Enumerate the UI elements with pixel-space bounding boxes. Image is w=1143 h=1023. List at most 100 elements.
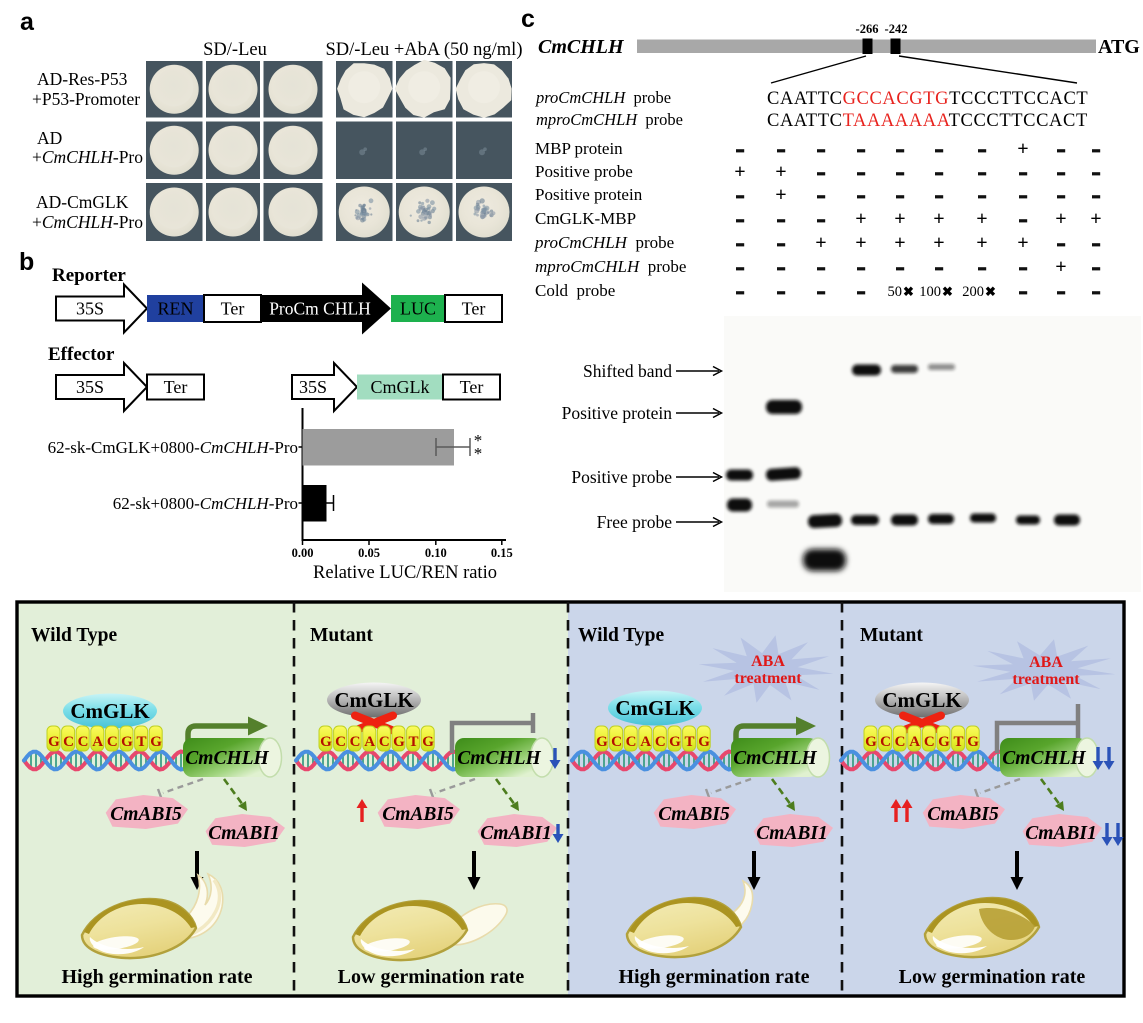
svg-text:+: + (1055, 208, 1066, 230)
svg-text:G: G (393, 734, 405, 750)
svg-text:proCmCHLH probe: proCmCHLH probe (535, 88, 671, 107)
svg-text:C: C (611, 734, 622, 750)
svg-text:CAATTCGCCACGTGTCCCTTCCACT: CAATTCGCCACGTGTCCCTTCCACT (767, 89, 1088, 109)
svg-text:T: T (684, 734, 694, 750)
svg-text:200: 200 (962, 284, 984, 300)
svg-text:Ter: Ter (460, 377, 484, 397)
svg-text:ABA: ABA (751, 653, 785, 670)
svg-text:*: * (474, 444, 483, 463)
svg-text:G: G (865, 734, 877, 750)
svg-text:C: C (626, 734, 637, 750)
svg-text:CmCHLH: CmCHLH (457, 748, 541, 769)
svg-text:G: G (938, 734, 950, 750)
svg-text:CmABI5: CmABI5 (382, 804, 454, 825)
svg-text:+: + (734, 161, 745, 183)
svg-text:CmABI5: CmABI5 (658, 804, 730, 825)
svg-text:G: G (967, 734, 979, 750)
svg-text:CmGLK-MBP: CmGLK-MBP (535, 209, 636, 228)
svg-text:+: + (976, 208, 987, 230)
svg-text:MBP protein: MBP protein (535, 139, 623, 158)
svg-text:mproCmCHLH probe: mproCmCHLH probe (535, 257, 686, 276)
svg-text:CmGLk: CmGLk (370, 377, 429, 397)
svg-text:G: G (596, 734, 608, 750)
svg-text:+: + (933, 232, 944, 254)
svg-text:+: + (1090, 208, 1101, 230)
svg-text:Shifted band: Shifted band (583, 361, 672, 381)
svg-text:35S: 35S (299, 377, 327, 397)
svg-text:CmABI1: CmABI1 (480, 823, 552, 844)
svg-text:CmABI1: CmABI1 (1025, 823, 1097, 844)
svg-text:Cold probe: Cold probe (535, 281, 615, 300)
svg-text:mproCmCHLH probe: mproCmCHLH probe (536, 110, 683, 129)
svg-text:CmGLK: CmGLK (70, 699, 150, 723)
svg-text:proCmCHLH probe: proCmCHLH probe (534, 233, 674, 252)
svg-text:35S: 35S (76, 299, 104, 319)
svg-text:G: G (121, 734, 133, 750)
svg-text:✖: ✖ (985, 284, 996, 299)
svg-text:Low germination rate: Low germination rate (899, 966, 1086, 988)
svg-text:T: T (408, 734, 418, 750)
svg-text:C: C (78, 734, 89, 750)
svg-text:SD/-Leu +AbA (50 ng/ml): SD/-Leu +AbA (50 ng/ml) (326, 40, 523, 60)
svg-text:C: C (895, 734, 906, 750)
svg-text:Low germination rate: Low germination rate (338, 966, 525, 988)
svg-text:+P53-Promoter: +P53-Promoter (32, 89, 140, 109)
svg-text:+: + (1055, 256, 1066, 278)
svg-text:+: + (933, 208, 944, 230)
svg-text:C: C (924, 734, 935, 750)
svg-text:LUC: LUC (400, 299, 436, 319)
svg-text:+: + (855, 208, 866, 230)
svg-text:T: T (136, 734, 146, 750)
svg-text:C: C (880, 734, 891, 750)
svg-text:G: G (48, 734, 60, 750)
svg-text:C: C (335, 734, 346, 750)
svg-text:+: + (855, 232, 866, 254)
svg-text:G: G (669, 734, 681, 750)
svg-text:Wild Type: Wild Type (578, 625, 665, 646)
svg-text:-242: -242 (885, 22, 908, 36)
svg-text:Positive protein: Positive protein (535, 185, 643, 204)
svg-text:62-sk+0800-CmCHLH-Pro: 62-sk+0800-CmCHLH-Pro (113, 494, 298, 513)
svg-text:T: T (953, 734, 963, 750)
svg-text:G: G (698, 734, 710, 750)
svg-text:C: C (379, 734, 390, 750)
svg-text:A: A (92, 734, 103, 750)
svg-text:Mutant: Mutant (860, 625, 923, 646)
svg-text:Ter: Ter (462, 299, 486, 319)
svg-text:AD: AD (37, 128, 62, 148)
svg-text:High germination rate: High germination rate (618, 966, 809, 988)
svg-text:ATG: ATG (1098, 36, 1140, 58)
svg-text:+: + (894, 232, 905, 254)
svg-text:A: A (364, 734, 375, 750)
svg-text:Mutant: Mutant (310, 625, 373, 646)
svg-text:CmGLK: CmGLK (615, 696, 695, 720)
svg-text:treatment: treatment (1012, 671, 1080, 688)
svg-text:+: + (976, 232, 987, 254)
svg-text:G: G (320, 734, 332, 750)
svg-text:SD/-Leu: SD/-Leu (203, 40, 267, 60)
svg-text:+: + (1017, 232, 1028, 254)
svg-text:AD-CmGLK: AD-CmGLK (36, 192, 129, 212)
svg-text:High germination rate: High germination rate (61, 966, 252, 988)
svg-text:CmABI5: CmABI5 (110, 804, 182, 825)
svg-text:C: C (655, 734, 666, 750)
svg-text:0.05: 0.05 (358, 546, 380, 560)
svg-text:C: C (350, 734, 361, 750)
svg-text:CAATTCTAAAAAAATCCCTTCCACT: CAATTCTAAAAAAATCCCTTCCACT (767, 111, 1088, 131)
svg-text:Ter: Ter (221, 299, 245, 319)
svg-text:0.10: 0.10 (425, 546, 447, 560)
svg-text:35S: 35S (76, 377, 104, 397)
svg-text:+: + (775, 184, 786, 206)
svg-text:*: * (474, 431, 483, 450)
svg-text:Positive protein: Positive protein (562, 403, 673, 423)
svg-text:+CmCHLH-Pro: +CmCHLH-Pro (32, 212, 143, 232)
svg-text:+: + (1017, 138, 1028, 160)
svg-text:A: A (640, 734, 651, 750)
svg-text:-266: -266 (856, 22, 879, 36)
svg-text:G: G (422, 734, 434, 750)
svg-text:Reporter: Reporter (52, 265, 126, 286)
svg-text:C: C (107, 734, 118, 750)
svg-text:Effector: Effector (48, 344, 115, 365)
svg-text:A: A (909, 734, 920, 750)
svg-text:62-sk-CmGLK+0800-CmCHLH-Pro: 62-sk-CmGLK+0800-CmCHLH-Pro (48, 438, 298, 457)
